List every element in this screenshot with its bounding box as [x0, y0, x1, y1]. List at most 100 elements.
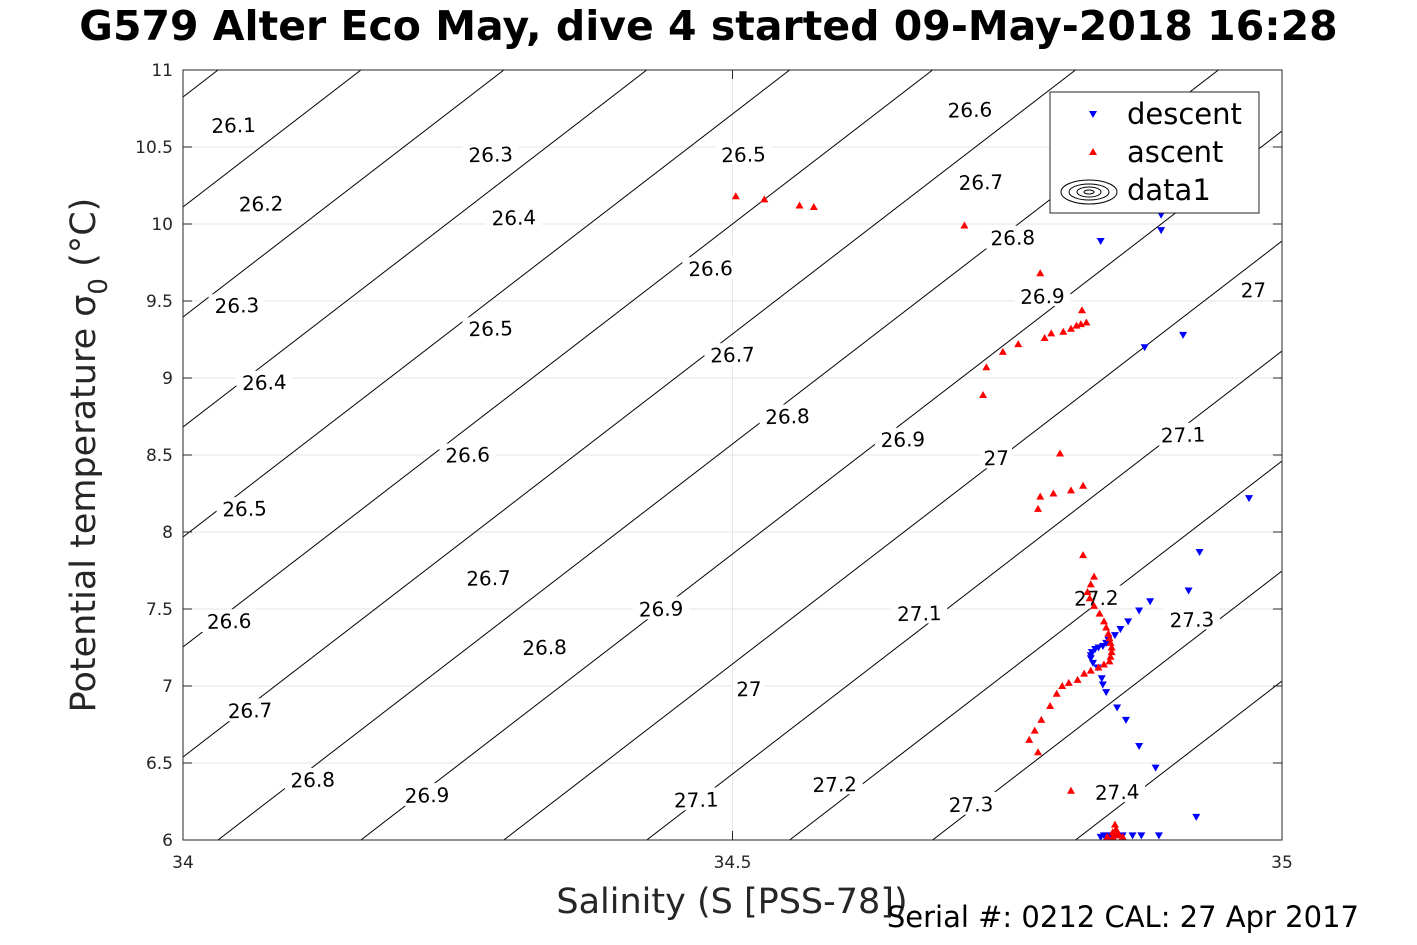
ascent-point: [1036, 269, 1045, 277]
contour-label: 27.3: [1163, 607, 1221, 632]
contour-label: 26.9: [1014, 283, 1071, 309]
contour-label-bg: [462, 141, 519, 166]
contour-label-bg: [632, 596, 690, 620]
contour-label: 27: [732, 676, 766, 701]
contour-label-bg: [208, 292, 266, 317]
contour-label-text: 26.5: [468, 316, 513, 341]
descent-point: [1096, 237, 1105, 245]
contour-label: 26.2: [232, 191, 290, 217]
ascent-point: [795, 201, 804, 209]
ascent-point: [1049, 489, 1058, 497]
contour-label: 27.3: [942, 791, 1000, 817]
contour-label: 26.7: [952, 169, 1010, 195]
contour-label-text: 26.8: [290, 767, 335, 792]
contour-label: 26.8: [759, 403, 816, 429]
serial-cal-footer: Serial #: 0212 CAL: 27 Apr 2017: [886, 900, 1359, 934]
contour-label-bg: [232, 191, 290, 215]
descent-point: [1113, 704, 1122, 712]
contour-label-text: 26.3: [214, 293, 259, 318]
contour-label-bg: [704, 342, 761, 366]
contour-label: 26.1: [205, 112, 262, 138]
ascent-point: [1095, 609, 1104, 617]
legend: descent ascent data1: [1049, 91, 1260, 214]
contour-label: 26.3: [208, 292, 266, 318]
contour-label: 27: [1237, 277, 1270, 303]
contour-label-text: 26.7: [958, 170, 1003, 195]
ascent-point: [1073, 675, 1082, 683]
y-axis-label-group: Potential temperature σ0 (°C): [64, 198, 114, 713]
ascent-point: [1103, 832, 1112, 840]
contour-line: [183, 70, 505, 318]
contour-label: 26.7: [460, 565, 517, 591]
legend-descent-marker: [1089, 111, 1097, 118]
contour-label-text: 26.5: [721, 142, 766, 167]
descent-point: [1151, 764, 1160, 772]
contour-label: 26.3: [462, 141, 519, 167]
y-tick-label: 6.5: [146, 754, 173, 774]
x-tick-label: 34.5: [714, 853, 752, 873]
contour-label-bg: [806, 771, 863, 796]
contour-label-bg: [1014, 283, 1071, 308]
contour-label-text: 27.1: [1161, 422, 1206, 447]
descent-point: [1140, 344, 1149, 352]
x-axis-label: Salinity (S [PSS-78]): [556, 882, 907, 922]
ascent-point: [1037, 715, 1046, 723]
ascent-point: [1059, 327, 1068, 335]
descent-point: [1179, 331, 1188, 339]
contour-label-text: 27.2: [812, 772, 857, 797]
legend-contour-icon: [1060, 179, 1118, 205]
contour-line: [646, 350, 1282, 840]
legend-data1-label: data1: [1127, 173, 1211, 207]
ascent-point: [1099, 617, 1108, 625]
contour-label-bg: [1237, 277, 1270, 301]
contour-label: 26.5: [715, 141, 772, 167]
ascent-point: [1105, 657, 1114, 665]
ascent-point: [1014, 340, 1023, 348]
contour-label-text: 27: [983, 446, 1009, 471]
contour-label: 26.5: [216, 496, 273, 521]
ascent-point: [1025, 735, 1034, 743]
ascent-point: [1064, 678, 1073, 686]
y-tick-label: 8.5: [146, 446, 173, 466]
descent-point: [1097, 675, 1106, 683]
ascent-point: [1030, 726, 1039, 734]
ascent-point: [1066, 786, 1075, 794]
contour-label-text: 27: [1240, 278, 1266, 303]
descent-point: [1184, 587, 1193, 595]
descent-point: [1110, 632, 1119, 640]
contour-label: 26.4: [236, 369, 293, 395]
ascent-point: [1086, 580, 1095, 588]
ascent-point: [1108, 832, 1117, 840]
axis-ticks: 34 34.5 35 6 6.5 7 7.5 8 8.5 9 9.5 10 10.5 11: [135, 61, 1293, 873]
contour-label-bg: [485, 205, 543, 229]
contour-line: [932, 570, 1282, 840]
density-contours: [183, 70, 1282, 840]
ascent-point: [979, 390, 988, 398]
y-tick-label: 8: [162, 523, 173, 543]
contour-label-text: 26.4: [242, 370, 287, 395]
ascent-point: [1107, 643, 1116, 651]
contour-label-bg: [1067, 585, 1125, 609]
ascent-point: [1066, 486, 1075, 494]
contour-label-text: 26.8: [522, 635, 567, 660]
contour-label: 26.7: [704, 342, 761, 367]
contour-label: 27.4: [1088, 779, 1146, 805]
contour-label-text: 27.1: [897, 601, 942, 626]
contour-label: 27.2: [806, 771, 863, 797]
contour-label: 26.4: [485, 205, 543, 230]
contour-label-text: 26.6: [688, 256, 733, 281]
contour-label-bg: [516, 634, 573, 659]
contour-label: 26.5: [462, 316, 519, 341]
x-tick-label: 35: [1271, 853, 1293, 873]
contour-label: 26.6: [682, 255, 739, 281]
contour-label: 26.6: [200, 608, 258, 634]
ascent-point: [1083, 588, 1092, 596]
descent-point: [1121, 716, 1130, 724]
y-tick-label: 7: [162, 677, 173, 697]
descent-point: [1157, 227, 1166, 235]
contour-line: [1075, 680, 1282, 840]
descent-point: [1135, 743, 1144, 751]
descent-point: [1135, 607, 1144, 615]
descent-point: [1245, 495, 1254, 503]
